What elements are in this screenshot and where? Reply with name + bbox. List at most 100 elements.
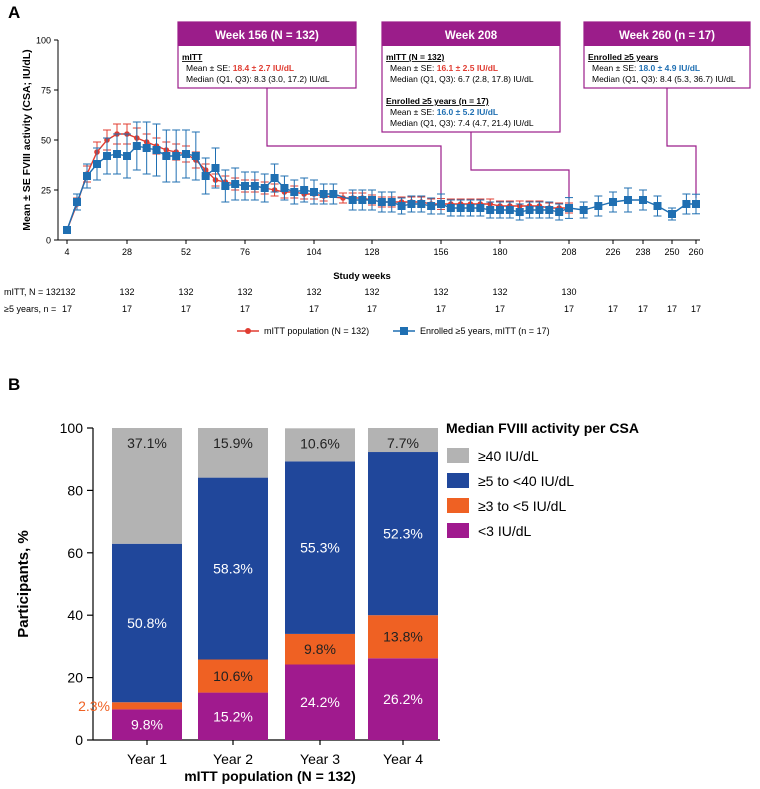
a-callout-connector <box>470 132 570 200</box>
n-row-5y-value: 17 <box>240 304 250 314</box>
callout-week-156-header-bg <box>178 22 356 46</box>
b-bar-segment <box>112 702 182 710</box>
a-x-tick-label: 28 <box>122 247 132 257</box>
b-x-tick-label: Year 3 <box>300 751 340 767</box>
a-x-tick-label: 208 <box>561 247 576 257</box>
b-bar-segment <box>368 428 438 453</box>
a-point <box>565 204 573 212</box>
b-bar-label: 9.8% <box>304 641 336 657</box>
a-point <box>579 206 588 214</box>
b-y-tick-label: 0 <box>75 732 83 748</box>
callout-week-260-header: Week 260 (n = 17) <box>619 30 715 42</box>
callout-week-208-median-5y: Median (Q1, Q3): 7.4 (4.7, 21.4) IU/dL <box>390 118 534 128</box>
b-bar-segment <box>368 615 438 659</box>
b-bar-label: 2.3% <box>78 698 110 714</box>
a-legend: mITT population (N = 132) Enrolled ≥5 ye… <box>237 326 550 336</box>
b-legend-swatch <box>447 448 469 463</box>
a-point <box>63 226 71 234</box>
n-row-mitt-value: 132 <box>492 287 507 297</box>
b-legend-label: ≥40 IU/dL <box>478 448 539 464</box>
a-x-tick-label: 128 <box>364 247 379 257</box>
b-bar-label: 52.3% <box>383 526 423 542</box>
b-bar-label: 15.9% <box>213 435 253 451</box>
callout-week-260-group: Enrolled ≥5 years <box>588 52 659 62</box>
callout-week-156-header: Week 156 (N = 132) <box>215 30 319 42</box>
a-point <box>515 208 524 216</box>
a-point <box>152 146 161 154</box>
callout-week-260-header-bg <box>584 22 750 46</box>
b-x-tick-label: Year 4 <box>383 751 423 767</box>
a-point <box>221 182 230 190</box>
a-point <box>270 174 279 182</box>
a-y-tick-label: 0 <box>46 236 51 246</box>
a-y-tick-label: 75 <box>41 86 51 96</box>
a-legend-mitt-marker <box>245 328 251 334</box>
a-x-tick-label: 238 <box>635 247 650 257</box>
b-x-axis-title: mITT population (N = 132) <box>184 768 356 784</box>
a-point <box>668 210 676 218</box>
b-bar-label: 26.2% <box>383 691 423 707</box>
a-point <box>310 188 318 196</box>
a-point <box>172 152 181 160</box>
b-y-tick-label: 80 <box>67 482 83 498</box>
b-stacked-bars: 9.8% 2.3% 50.8% 37.1% 15.2% 10.6% 58.3% 15.9% 24… <box>78 428 438 740</box>
a-point <box>456 204 465 212</box>
n-row-mitt-value: 132 <box>433 287 448 297</box>
callout-week-208-median-mitt: Median (Q1, Q3): 6.7 (2.8, 17.8) IU/dL <box>390 74 534 84</box>
a-point <box>505 206 514 214</box>
n-row-mitt-value: 130 <box>561 287 576 297</box>
b-bar-label: 55.3% <box>300 540 340 556</box>
a-x-tick-label: 76 <box>240 247 250 257</box>
b-bar-label: 37.1% <box>127 435 167 451</box>
callout-week-208-header-bg <box>382 22 560 46</box>
a-point <box>300 186 309 194</box>
b-bar-label: 10.6% <box>300 435 340 451</box>
a-callout-connector <box>266 88 442 200</box>
a-point <box>476 204 485 212</box>
a-y-tick-label: 50 <box>41 136 51 146</box>
a-x-tick-label: 260 <box>688 247 703 257</box>
a-point <box>348 196 357 204</box>
a-x-tick-label: 226 <box>605 247 620 257</box>
callout-week-156-mean: Mean ± SE: 18.4 ± 2.7 IU/dL <box>186 63 294 73</box>
b-bar-segment <box>112 543 182 703</box>
b-bar-segment <box>285 428 355 462</box>
a-point <box>486 206 495 214</box>
b-legend-swatch <box>447 473 469 488</box>
b-bar-label: 9.8% <box>131 717 163 733</box>
b-bar-segment <box>285 461 355 634</box>
callout-week-156-median: Median (Q1, Q3): 8.3 (3.0, 17.2) IU/dL <box>186 74 330 84</box>
a-series-line <box>66 145 696 231</box>
n-row-mitt-first: 132 <box>60 287 75 297</box>
a-point <box>525 206 534 214</box>
a-point <box>241 182 249 190</box>
a-x-ticks: 4 28 52 76 104 128 156 180 208 226 238 250 260 <box>64 240 704 257</box>
a-x-tick-label: 52 <box>181 247 191 257</box>
a-legend-5y-marker <box>400 327 408 335</box>
a-point <box>594 202 603 210</box>
b-bar-label: 7.7% <box>387 435 419 451</box>
callout-week-208-mean-5y: Mean ± SE: 16.0 ± 5.2 IU/dL <box>390 107 498 117</box>
n-row-5y-value: 17 <box>691 304 701 314</box>
a-point <box>123 152 131 160</box>
n-row-mitt-label: mITT, N = 132 <box>4 287 61 297</box>
a-point <box>280 184 289 192</box>
n-row-5y-value: 17 <box>181 304 191 314</box>
a-point <box>231 180 240 188</box>
b-bar-segment <box>112 709 182 740</box>
a-legend-5y-label: Enrolled ≥5 years, mITT (n = 17) <box>420 326 550 336</box>
a-point <box>103 152 111 160</box>
b-bar-label: 50.8% <box>127 615 167 631</box>
a-callout-connectors <box>266 88 697 200</box>
b-x-tick-label: Year 1 <box>127 751 167 767</box>
a-point <box>446 204 455 212</box>
b-bar-label: 10.6% <box>213 668 253 684</box>
b-legend-title: Median FVIII activity per CSA <box>446 420 639 436</box>
n-row-5y-value: 17 <box>62 304 72 314</box>
b-bar-segment <box>368 452 438 616</box>
b-bar-segment <box>112 428 182 544</box>
n-row-5y-value: 17 <box>608 304 618 314</box>
a-point <box>132 142 141 150</box>
a-point <box>496 206 504 214</box>
